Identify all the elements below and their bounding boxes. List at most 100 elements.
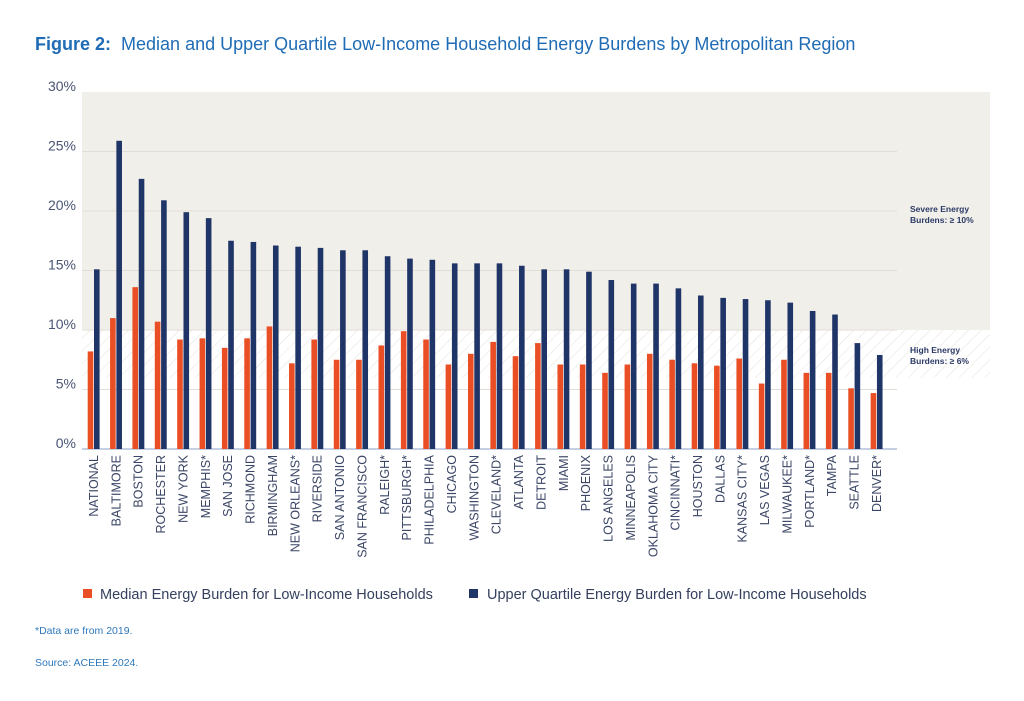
bar-upper-quartile (809, 310, 816, 449)
bar-median (400, 331, 407, 449)
x-tick-label: BOSTON (132, 455, 146, 508)
bar-upper-quartile (295, 246, 301, 449)
bar-upper-quartile (340, 250, 346, 449)
x-tick-label: DETROIT (534, 455, 548, 510)
x-tick-label: BALTIMORE (109, 455, 123, 526)
y-tick-label: 20% (48, 197, 76, 213)
legend-label-median: Median Energy Burden for Low-Income Hous… (100, 587, 433, 603)
x-tick-label: SAN ANTONIO (333, 455, 347, 540)
y-tick-label: 15% (48, 257, 76, 273)
bar-median (825, 372, 832, 449)
bar-median (266, 326, 273, 449)
bar-median (691, 363, 698, 449)
bar-median (110, 318, 116, 449)
bar-upper-quartile (474, 263, 480, 449)
bar-median (311, 339, 317, 449)
bar-upper-quartile (563, 269, 570, 449)
bar-median (602, 372, 608, 449)
y-tick-label: 30% (48, 78, 76, 94)
x-tick-label: PORTLAND* (803, 455, 817, 528)
bar-upper-quartile (429, 259, 436, 449)
bar-upper-quartile (384, 256, 391, 449)
bar-median (624, 364, 631, 449)
bar-median (490, 341, 496, 449)
x-tick-label: NEW ORLEANS* (288, 455, 302, 552)
x-tick-label: PHOENIX (579, 454, 593, 511)
bar-upper-quartile (161, 200, 167, 449)
legend-swatch-upper-quartile (469, 589, 478, 598)
legend-swatch-median (83, 589, 92, 598)
x-tick-label: SAN FRANCISCO (355, 455, 369, 558)
x-tick-label: CLEVELAND* (490, 455, 504, 534)
bar-median (177, 339, 183, 449)
x-tick-label: HOUSTON (691, 455, 705, 517)
bar-median (848, 388, 854, 449)
bar-median (646, 353, 653, 449)
x-tick-label: MIAMI (557, 455, 571, 491)
x-tick-label: KANSAS CITY* (736, 455, 750, 543)
x-tick-label: CHICAGO (445, 455, 459, 514)
bar-upper-quartile (496, 263, 503, 449)
bar-median (669, 359, 675, 449)
bar-upper-quartile (541, 269, 547, 449)
chart-title: Figure 2: Median and Upper Quartile Low-… (35, 34, 855, 54)
band-label: Burdens: ≥ 6% (910, 356, 969, 366)
bar-median (870, 393, 877, 449)
figure-label: Figure 2: (35, 34, 111, 54)
bar-upper-quartile (205, 218, 212, 449)
bar-upper-quartile (720, 297, 726, 449)
x-tick-label: ATLANTA (512, 454, 526, 509)
x-tick-label: SEATTLE (848, 455, 862, 510)
x-tick-label: MILWAUKEE* (780, 455, 794, 534)
y-tick-label: 5% (56, 376, 76, 392)
x-tick-label: SAN JOSE (221, 455, 235, 517)
bar-upper-quartile (630, 283, 637, 449)
band-label: Burdens: ≥ 10% (910, 215, 974, 225)
bar-median (579, 364, 586, 449)
y-tick-label: 10% (48, 316, 76, 332)
bar-median (535, 343, 541, 449)
bar-upper-quartile (832, 314, 838, 449)
bar-upper-quartile (653, 283, 659, 449)
band-label: Severe Energy (910, 204, 969, 214)
bar-median (803, 372, 810, 449)
bar-median (244, 338, 250, 449)
x-tick-label: RIVERSIDE (311, 455, 325, 522)
bar-median (356, 359, 362, 449)
title-text: Median and Upper Quartile Low-Income Hou… (121, 34, 855, 54)
bar-upper-quartile (407, 258, 413, 449)
x-tick-label: NEW YORK (176, 454, 190, 522)
bar-upper-quartile (451, 263, 458, 449)
bar-median (781, 359, 787, 449)
x-tick-label: RICHMOND (244, 455, 258, 524)
legend-label-upper-quartile: Upper Quartile Energy Burden for Low-Inc… (487, 587, 867, 603)
source-note: Source: ACEEE 2024. (35, 657, 138, 669)
x-tick-label: RALEIGH* (378, 455, 392, 515)
x-tick-label: NATIONAL (87, 455, 101, 517)
bar-median (736, 358, 743, 449)
x-tick-label: MEMPHIS* (199, 455, 213, 518)
bar-upper-quartile (317, 247, 324, 449)
bar-upper-quartile (183, 212, 190, 449)
x-tick-label: MINNEAPOLIS (624, 455, 638, 540)
x-tick-label: CINCINNATI* (669, 455, 683, 531)
y-tick-label: 0% (56, 435, 76, 451)
band-label: High Energy (910, 345, 960, 355)
x-tick-label: LAS VEGAS (758, 455, 772, 525)
bar-upper-quartile (675, 288, 682, 449)
bars (87, 140, 883, 450)
footnote: *Data are from 2019. (35, 625, 132, 637)
bar-upper-quartile (608, 280, 615, 449)
bar-median (132, 287, 139, 449)
bar-upper-quartile (854, 343, 861, 449)
bar-upper-quartile (519, 265, 525, 449)
bar-upper-quartile (586, 271, 592, 449)
bar-upper-quartile (228, 240, 234, 449)
x-tick-label: WASHINGTON (467, 455, 481, 540)
bar-upper-quartile (116, 140, 122, 450)
bar-upper-quartile (250, 241, 257, 449)
bar-median (758, 383, 765, 449)
bar-median (557, 364, 564, 449)
